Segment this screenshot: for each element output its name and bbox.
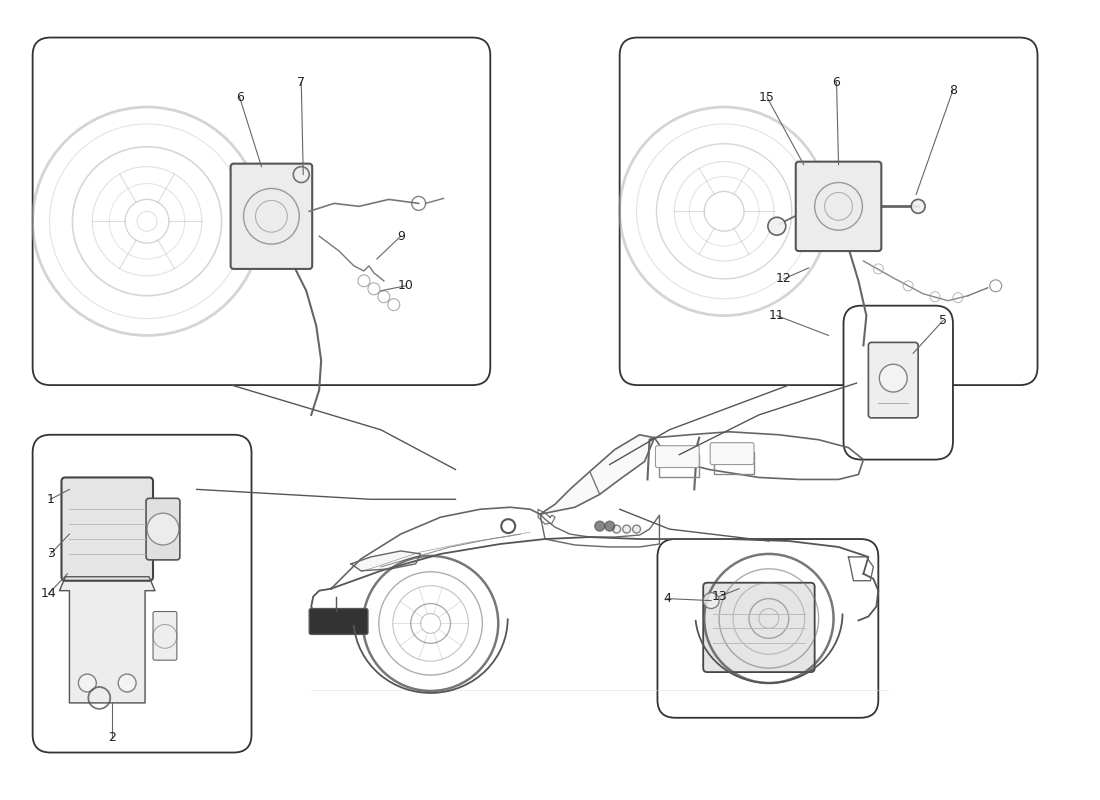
Text: 12: 12 <box>776 272 792 286</box>
Text: 10: 10 <box>398 279 414 292</box>
Text: 6: 6 <box>833 76 840 89</box>
Text: eurospares: eurospares <box>132 566 245 584</box>
Text: 14: 14 <box>41 587 56 600</box>
Circle shape <box>911 199 925 214</box>
Circle shape <box>78 674 97 692</box>
Text: 5: 5 <box>939 314 947 327</box>
Circle shape <box>768 218 785 235</box>
Text: 4: 4 <box>663 592 671 605</box>
Text: 7: 7 <box>297 76 306 89</box>
Polygon shape <box>540 434 654 514</box>
FancyBboxPatch shape <box>844 306 953 459</box>
Circle shape <box>147 514 179 545</box>
Circle shape <box>703 593 719 609</box>
Text: 8: 8 <box>949 84 957 97</box>
FancyBboxPatch shape <box>619 38 1037 385</box>
Text: 1: 1 <box>46 493 55 506</box>
Circle shape <box>118 674 136 692</box>
FancyBboxPatch shape <box>795 162 881 251</box>
FancyBboxPatch shape <box>33 38 491 385</box>
Circle shape <box>623 525 630 533</box>
FancyBboxPatch shape <box>868 342 918 418</box>
Circle shape <box>595 521 605 531</box>
Text: 6: 6 <box>235 90 243 104</box>
FancyBboxPatch shape <box>33 434 252 753</box>
Circle shape <box>632 525 640 533</box>
FancyBboxPatch shape <box>703 582 815 672</box>
Circle shape <box>502 519 515 533</box>
FancyBboxPatch shape <box>711 442 754 465</box>
Text: eurospares: eurospares <box>734 566 848 584</box>
Text: eurospares: eurospares <box>681 255 813 275</box>
Circle shape <box>613 525 620 533</box>
Text: 9: 9 <box>397 230 405 242</box>
FancyBboxPatch shape <box>309 609 367 634</box>
Circle shape <box>879 364 908 392</box>
Text: 3: 3 <box>46 547 55 561</box>
Circle shape <box>605 521 615 531</box>
Text: 15: 15 <box>759 90 774 104</box>
FancyBboxPatch shape <box>656 446 700 467</box>
FancyBboxPatch shape <box>658 539 878 718</box>
Text: 13: 13 <box>712 590 727 603</box>
FancyBboxPatch shape <box>62 478 153 581</box>
Text: 2: 2 <box>108 731 117 744</box>
FancyBboxPatch shape <box>153 611 177 660</box>
Polygon shape <box>59 577 155 703</box>
FancyBboxPatch shape <box>146 498 180 560</box>
Circle shape <box>294 166 309 182</box>
Polygon shape <box>351 551 420 571</box>
Text: 11: 11 <box>769 309 784 322</box>
FancyBboxPatch shape <box>231 164 312 269</box>
Text: eurospares: eurospares <box>265 255 397 275</box>
